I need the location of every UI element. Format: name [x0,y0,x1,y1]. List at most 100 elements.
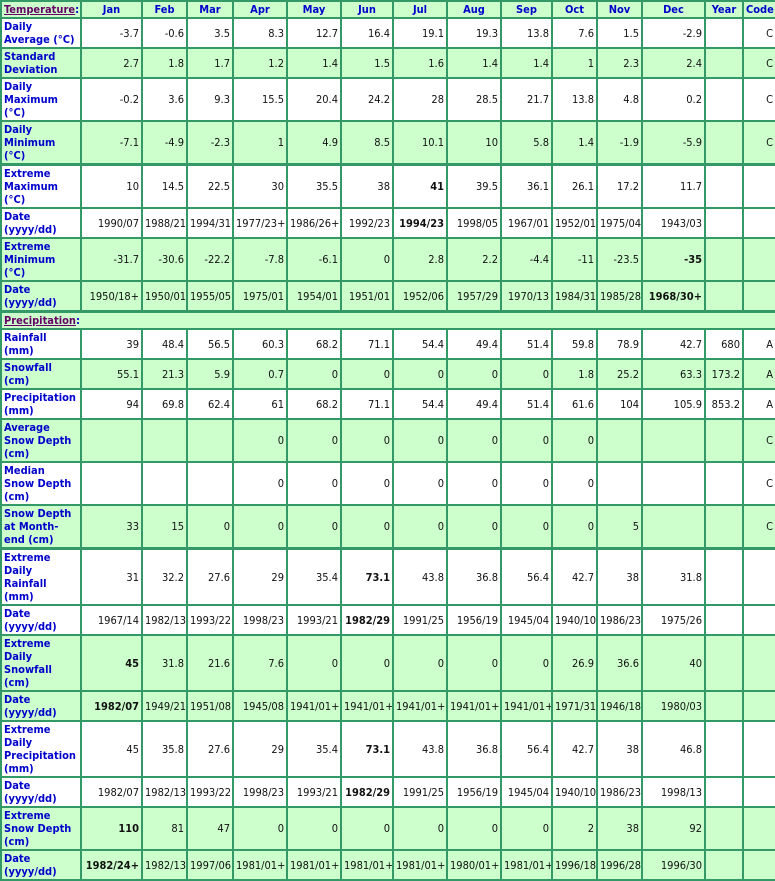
value-cell-mar: 1994/31 [186,207,234,239]
value-cell-jun: 0 [340,504,394,550]
row-label: Date (yyyy/dd) [0,280,82,313]
value-cell-jul: 1941/01+ [392,690,448,722]
temperature-link[interactable]: Temperature [4,3,76,16]
value-cell-nov [596,418,643,463]
value-cell-nov: 1986/23 [596,604,643,636]
value-cell-sep: 0 [500,634,553,692]
row-label: Standard Deviation [0,47,82,79]
value-cell-apr: 0 [232,461,288,506]
value-cell-aug: 36.8 [446,720,502,778]
value-cell-jul: 0 [392,634,448,692]
year-cell [704,547,744,606]
month-header-mar: Mar [186,0,234,19]
value-cell-oct: 26.9 [551,634,598,692]
value-cell-aug: 1980/01+ [446,849,502,881]
value-cell-mar: 1993/22 [186,604,234,636]
value-cell-jul: 0 [392,461,448,506]
value-cell-nov: 1985/28 [596,280,643,313]
value-cell-apr: 1998/23 [232,604,288,636]
value-cell-jul: 43.8 [392,720,448,778]
year-cell [704,47,744,79]
value-cell-may: 35.5 [286,163,342,209]
value-cell-jan: 55.1 [80,358,143,390]
value-cell-nov: -23.5 [596,237,643,282]
year-cell [704,461,744,506]
value-cell-jan: 45 [80,720,143,778]
value-cell-oct: 26.1 [551,163,598,209]
value-cell-jul: 54.4 [392,388,448,420]
value-cell-jun: 71.1 [340,388,394,420]
code-header: Code [742,0,775,19]
value-cell-aug: 49.4 [446,328,502,360]
code-cell: C [742,461,775,506]
value-cell-dec [641,461,706,506]
value-cell-oct: 1971/31 [551,690,598,722]
value-cell-mar: 27.6 [186,547,234,606]
month-header-apr: Apr [232,0,288,19]
value-cell-aug: 2.2 [446,237,502,282]
value-cell-oct: 59.8 [551,328,598,360]
code-cell [742,280,775,313]
month-header-feb: Feb [141,0,188,19]
value-cell-jan: -0.2 [80,77,143,122]
value-cell-sep: 1970/13 [500,280,553,313]
value-cell-jun: 71.1 [340,328,394,360]
month-header-sep: Sep [500,0,553,19]
value-cell-apr: 30 [232,163,288,209]
record-value: -35 [684,253,702,266]
value-cell-mar: 9.3 [186,77,234,122]
row-label: Date (yyyy/dd) [0,776,82,808]
value-cell-jun: 0 [340,634,394,692]
table-row: Extreme Daily Rainfall (mm) 31 32.2 27.6 29 3… [0,547,775,606]
value-cell-jan: 94 [80,388,143,420]
value-cell-feb: 1982/13 [141,776,188,808]
value-cell-nov: 1.5 [596,17,643,49]
value-cell-jul: 43.8 [392,547,448,606]
value-cell-jun: 0 [340,418,394,463]
value-cell-may: 1981/01+ [286,849,342,881]
value-cell-jun: 16.4 [340,17,394,49]
value-cell-sep: 5.8 [500,120,553,166]
value-cell-sep: 0 [500,504,553,550]
month-header-dec: Dec [641,0,706,19]
value-cell-nov: 1996/28 [596,849,643,881]
code-cell [742,690,775,722]
table-row: Precipitation (mm) 94 69.8 62.4 61 68.2 71.1 54… [0,388,775,420]
value-cell-feb: 1.8 [141,47,188,79]
precipitation-link[interactable]: Precipitation [4,314,76,327]
year-cell: 680 [704,328,744,360]
value-cell-sep: 0 [500,806,553,851]
value-cell-oct: 7.6 [551,17,598,49]
table-row: Date (yyyy/dd) 1950/18+ 1950/01 1955/05 1975… [0,280,775,313]
value-cell-jan: 45 [80,634,143,692]
year-header: Year [704,0,744,19]
value-cell-may: 1.4 [286,47,342,79]
value-cell-aug: 1956/19 [446,604,502,636]
value-cell-may: 1941/01+ [286,690,342,722]
value-cell-oct: 0 [551,461,598,506]
value-cell-feb: 32.2 [141,547,188,606]
table-row: Snowfall (cm) 55.1 21.3 5.9 0.7 0 0 0 0 0 1.8 25.2 6… [0,358,775,390]
row-label: Median Snow Depth (cm) [0,461,82,506]
record-value: 1982/29 [345,785,390,799]
precipitation-section-header: Precipitation: [0,310,775,330]
year-cell [704,120,744,166]
value-cell-feb: 35.8 [141,720,188,778]
record-value: 1982/07 [94,699,139,713]
value-cell-jun: 1951/01 [340,280,394,313]
code-cell: C [742,77,775,122]
value-cell-feb: 1949/21 [141,690,188,722]
record-value: 1982/29 [345,613,390,627]
code-cell [742,634,775,692]
value-cell-jul: 28 [392,77,448,122]
value-cell-dec: 1968/30+ [641,280,706,313]
table-row: Extreme Snow Depth (cm) 110 81 47 0 0 0 0 0 0 2 38 9… [0,806,775,851]
value-cell-may: 20.4 [286,77,342,122]
row-label: Average Snow Depth (cm) [0,418,82,463]
table-row: Average Snow Depth (cm) 0 0 0 0 0 0 0 C [0,418,775,463]
year-cell [704,604,744,636]
value-cell-aug: 0 [446,461,502,506]
record-value: 1968/30+ [648,289,702,303]
value-cell-dec: 1996/30 [641,849,706,881]
